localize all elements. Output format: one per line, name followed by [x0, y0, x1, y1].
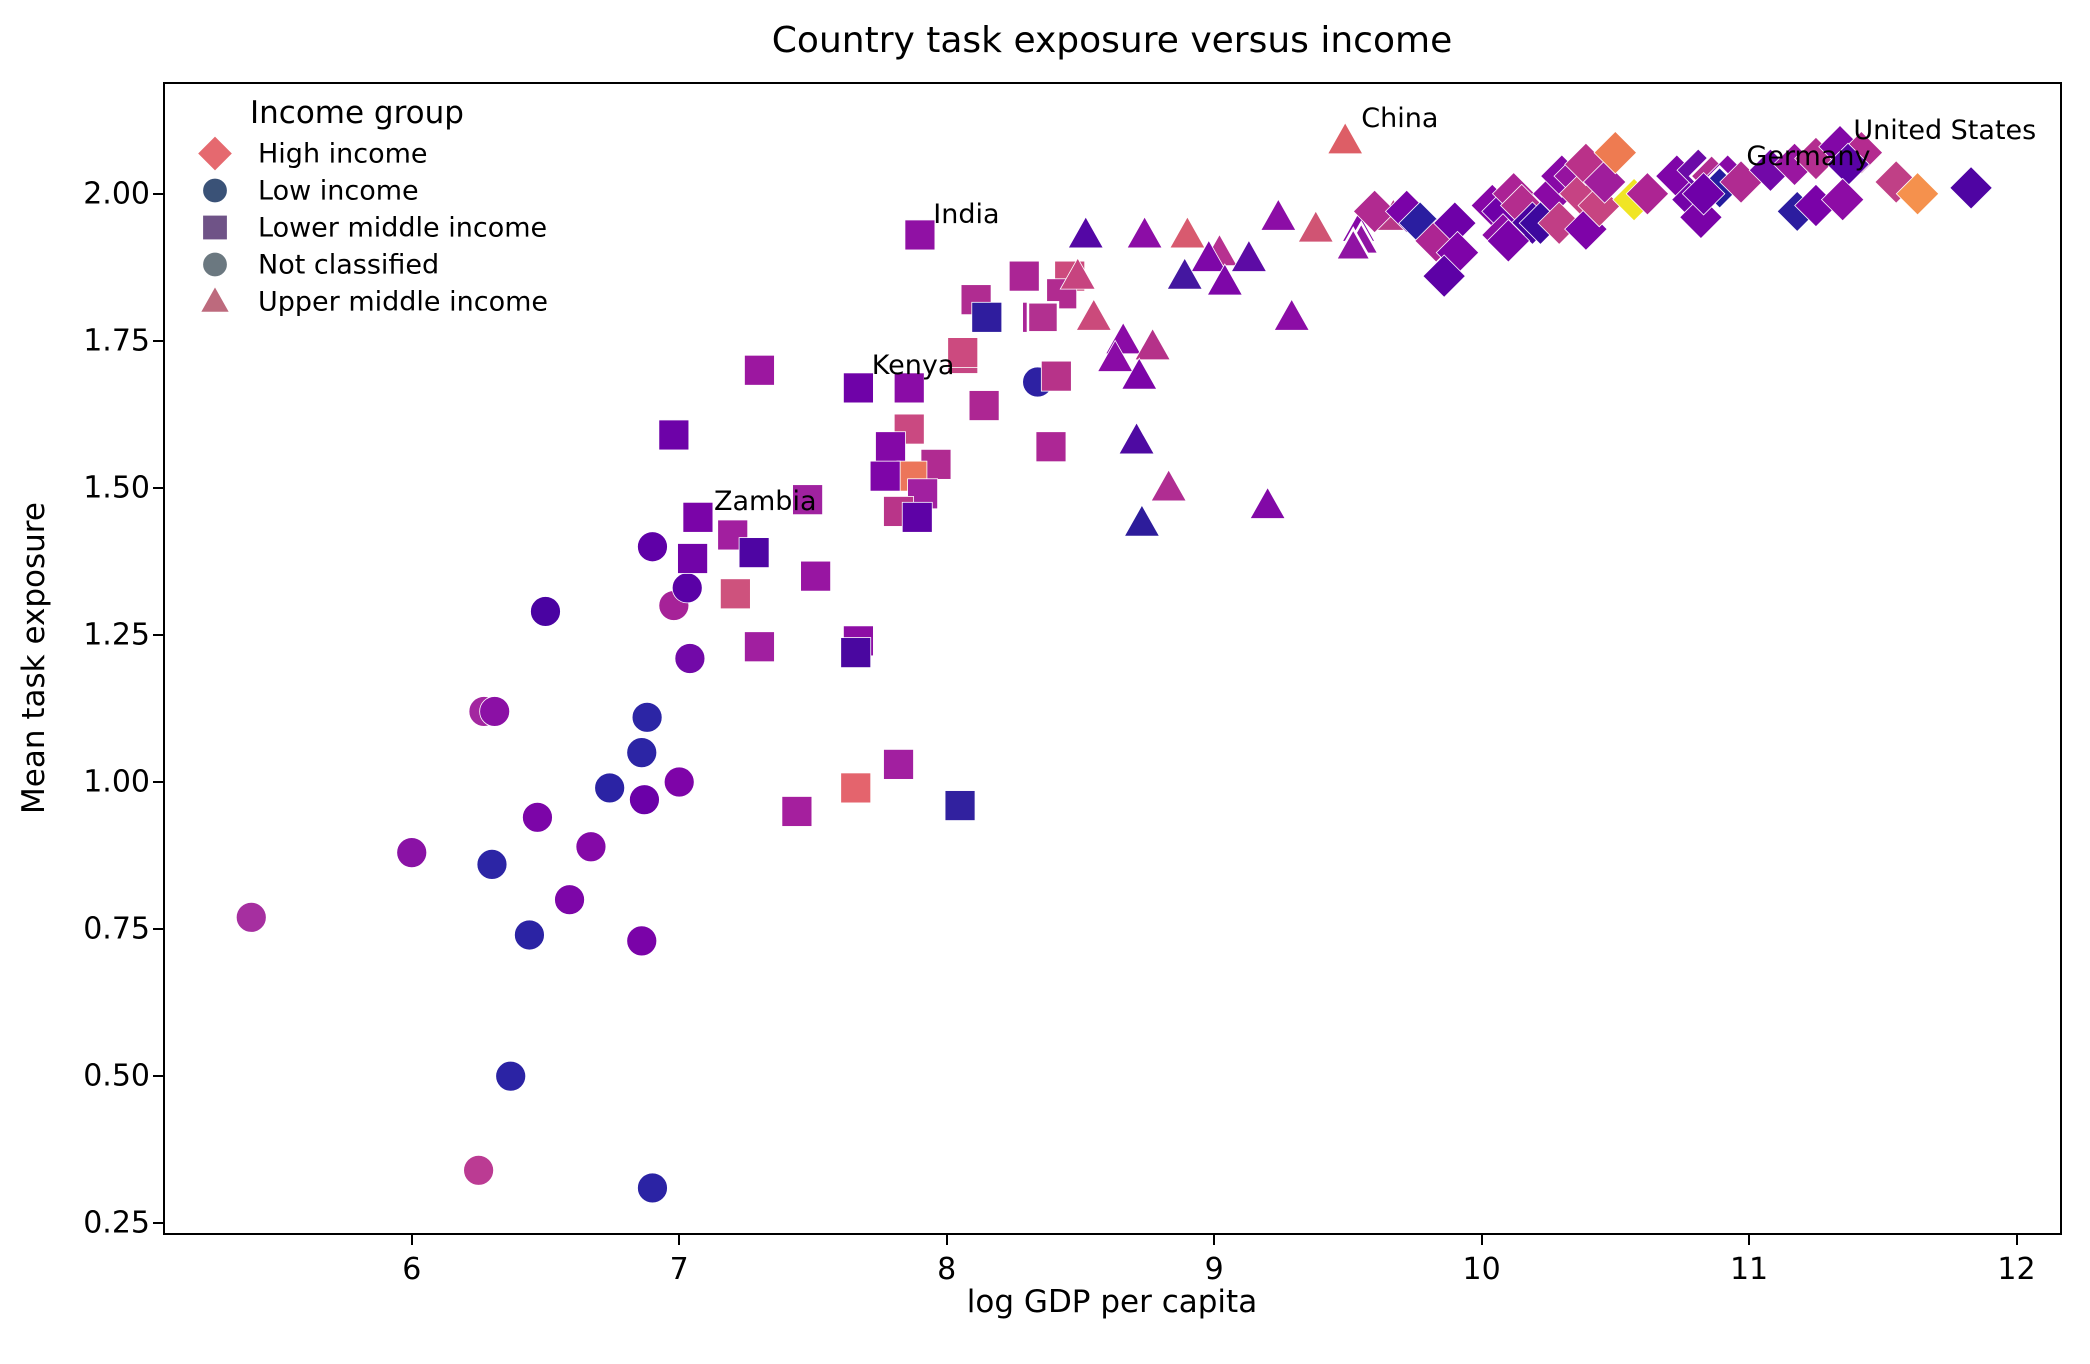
data-point-circle	[202, 177, 228, 204]
diamond-icon	[197, 135, 233, 172]
annotation-germany: Germany	[1746, 141, 1871, 173]
x-tick-label: 7	[669, 1252, 689, 1287]
legend-entry-label: Lower middle income	[258, 212, 548, 243]
y-axis-label: Mean task exposure	[16, 502, 52, 814]
y-tick-mark	[153, 486, 163, 489]
legend-title: Income group	[250, 95, 464, 131]
legend-entry-label: High income	[258, 138, 428, 169]
x-tick-mark	[1748, 1235, 1751, 1245]
x-tick-mark	[410, 1235, 413, 1245]
annotation-zambia: Zambia	[713, 485, 817, 517]
y-tick-label: 1.25	[83, 617, 150, 653]
x-axis-label: log GDP per capita	[966, 1284, 1258, 1320]
legend-entry-label: Not classified	[258, 249, 440, 280]
annotation-india: India	[933, 198, 1000, 230]
x-tick-mark	[2015, 1235, 2018, 1245]
circle-icon	[202, 251, 228, 278]
data-point-triangle	[199, 285, 231, 313]
x-tick-label: 10	[1462, 1252, 1501, 1287]
triangle-icon	[199, 285, 231, 313]
x-tick-mark	[945, 1235, 948, 1245]
x-tick-label: 12	[1997, 1252, 2036, 1287]
circle-icon	[202, 177, 228, 204]
x-tick-label: 9	[1204, 1252, 1224, 1287]
plot-area	[163, 82, 2062, 1235]
data-point-square	[202, 214, 228, 241]
y-tick-mark	[153, 339, 163, 342]
y-tick-label: 2.00	[83, 176, 150, 212]
y-tick-mark	[153, 928, 163, 931]
data-point-diamond	[197, 135, 233, 172]
y-tick-label: 1.75	[83, 323, 150, 359]
y-tick-label: 0.50	[83, 1058, 150, 1094]
y-tick-mark	[153, 781, 163, 784]
x-tick-mark	[1213, 1235, 1216, 1245]
legend-entry-label: Low income	[258, 175, 419, 206]
x-tick-label: 8	[937, 1252, 957, 1287]
annotation-china: China	[1361, 103, 1439, 135]
legend-entry-label: Upper middle income	[258, 286, 548, 317]
square-icon	[202, 214, 228, 241]
y-tick-mark	[153, 633, 163, 636]
y-tick-label: 0.25	[83, 1205, 150, 1241]
annotation-kenya: Kenya	[871, 350, 955, 382]
chart-title: Country task exposure versus income	[771, 20, 1453, 61]
y-tick-label: 1.00	[83, 764, 150, 800]
data-point-circle	[202, 251, 228, 278]
annotation-united-states: United States	[1853, 114, 2037, 146]
x-tick-mark	[1480, 1235, 1483, 1245]
x-tick-label: 6	[402, 1252, 422, 1287]
y-tick-mark	[153, 1075, 163, 1078]
y-tick-mark	[153, 192, 163, 195]
y-tick-label: 0.75	[83, 911, 150, 947]
x-tick-label: 11	[1729, 1252, 1769, 1287]
y-tick-label: 1.50	[83, 470, 150, 506]
x-tick-mark	[678, 1235, 681, 1245]
y-tick-mark	[153, 1222, 163, 1225]
